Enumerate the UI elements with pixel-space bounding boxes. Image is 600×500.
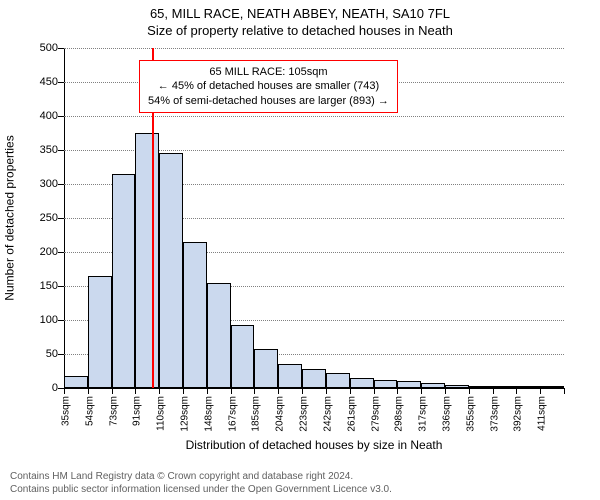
- y-tick-label: 350: [18, 144, 58, 156]
- x-tick: [540, 388, 541, 394]
- histogram-bar: [421, 383, 445, 388]
- histogram-bar: [326, 373, 350, 388]
- x-tick: [88, 388, 89, 394]
- chart-title-area: 65, MILL RACE, NEATH ABBEY, NEATH, SA10 …: [0, 0, 600, 38]
- x-tick-label: 279sqm: [370, 396, 381, 432]
- y-tick-label: 150: [18, 280, 58, 292]
- histogram-bar: [540, 386, 564, 388]
- x-tick-label: 73sqm: [108, 396, 119, 426]
- y-tick-label: 450: [18, 76, 58, 88]
- histogram-bar: [64, 376, 88, 388]
- y-tick-label: 200: [18, 246, 58, 258]
- histogram-bar: [231, 325, 255, 388]
- footer-line2: Contains public sector information licen…: [10, 484, 392, 497]
- x-tick: [421, 388, 422, 394]
- histogram-bar: [183, 242, 207, 388]
- y-tick-label: 500: [18, 42, 58, 54]
- x-tick: [374, 388, 375, 394]
- histogram-bar: [445, 385, 469, 388]
- y-axis-label: Number of detached properties: [3, 135, 17, 300]
- x-tick-label: 185sqm: [251, 396, 262, 432]
- x-tick: [397, 388, 398, 394]
- y-axis-label-wrap: Number of detached properties: [0, 48, 20, 388]
- x-tick-label: 411sqm: [537, 396, 548, 431]
- x-tick-label: 298sqm: [394, 396, 405, 432]
- info-box-line3: 54% of semi-detached houses are larger (…: [148, 94, 389, 108]
- x-tick-label: 242sqm: [322, 396, 333, 432]
- y-tick-label: 100: [18, 314, 58, 326]
- x-tick: [469, 388, 470, 394]
- x-tick: [254, 388, 255, 394]
- x-tick-label: 317sqm: [418, 396, 429, 432]
- x-tick-label: 148sqm: [203, 396, 214, 432]
- histogram-bar: [493, 386, 517, 388]
- x-tick: [64, 388, 65, 394]
- x-tick-label: 54sqm: [84, 396, 95, 426]
- histogram-bar: [159, 153, 183, 388]
- x-tick-label: 35sqm: [61, 396, 72, 426]
- chart-container: Number of detached properties 0 50 100 150 2…: [0, 40, 600, 440]
- info-box: 65 MILL RACE: 105sqm ← 45% of detached h…: [139, 60, 398, 113]
- info-box-line2: ← 45% of detached houses are smaller (74…: [148, 79, 389, 93]
- x-tick-label: 392sqm: [513, 396, 524, 432]
- histogram-bar: [207, 283, 231, 388]
- x-tick: [135, 388, 136, 394]
- x-tick: [493, 388, 494, 394]
- x-tick: [183, 388, 184, 394]
- x-tick-label: 204sqm: [275, 396, 286, 432]
- histogram-bar: [516, 386, 540, 388]
- x-axis-label: Distribution of detached houses by size …: [64, 438, 564, 452]
- plot-area: 65 MILL RACE: 105sqm ← 45% of detached h…: [64, 48, 564, 388]
- x-tick: [112, 388, 113, 394]
- x-tick: [326, 388, 327, 394]
- histogram-bar: [302, 369, 326, 388]
- x-tick-label: 167sqm: [227, 396, 238, 432]
- histogram-bar: [112, 174, 136, 388]
- x-tick: [350, 388, 351, 394]
- y-tick-label: 250: [18, 212, 58, 224]
- histogram-bar: [88, 276, 112, 388]
- x-tick: [302, 388, 303, 394]
- chart-title-line1: 65, MILL RACE, NEATH ABBEY, NEATH, SA10 …: [0, 6, 600, 21]
- histogram-bar: [374, 380, 398, 388]
- x-tick: [445, 388, 446, 394]
- x-tick-label: 110sqm: [156, 396, 167, 431]
- x-axis-line: [64, 388, 564, 389]
- x-tick-label: 129sqm: [180, 396, 191, 432]
- histogram-bar: [350, 378, 374, 388]
- chart-title-line2: Size of property relative to detached ho…: [0, 23, 600, 38]
- x-tick-label: 91sqm: [132, 396, 143, 426]
- x-tick-label: 336sqm: [441, 396, 452, 432]
- histogram-bar: [254, 349, 278, 388]
- x-tick: [278, 388, 279, 394]
- y-tick-label: 0: [18, 382, 58, 394]
- x-tick: [207, 388, 208, 394]
- footer-line1: Contains HM Land Registry data © Crown c…: [10, 471, 392, 484]
- y-tick-label: 400: [18, 110, 58, 122]
- x-tick: [564, 388, 565, 394]
- histogram-bar: [278, 364, 302, 388]
- histogram-bar: [135, 133, 159, 388]
- x-tick-label: 355sqm: [465, 396, 476, 432]
- x-tick: [159, 388, 160, 394]
- histogram-bar: [469, 386, 493, 388]
- x-tick-label: 373sqm: [489, 396, 500, 432]
- footer-attribution: Contains HM Land Registry data © Crown c…: [10, 471, 392, 496]
- histogram-bar: [397, 381, 421, 388]
- info-box-line1: 65 MILL RACE: 105sqm: [148, 65, 389, 79]
- x-tick-label: 223sqm: [299, 396, 310, 432]
- y-tick-label: 50: [18, 348, 58, 360]
- y-tick-label: 300: [18, 178, 58, 190]
- x-tick: [231, 388, 232, 394]
- x-tick: [516, 388, 517, 394]
- x-tick-label: 261sqm: [346, 396, 357, 432]
